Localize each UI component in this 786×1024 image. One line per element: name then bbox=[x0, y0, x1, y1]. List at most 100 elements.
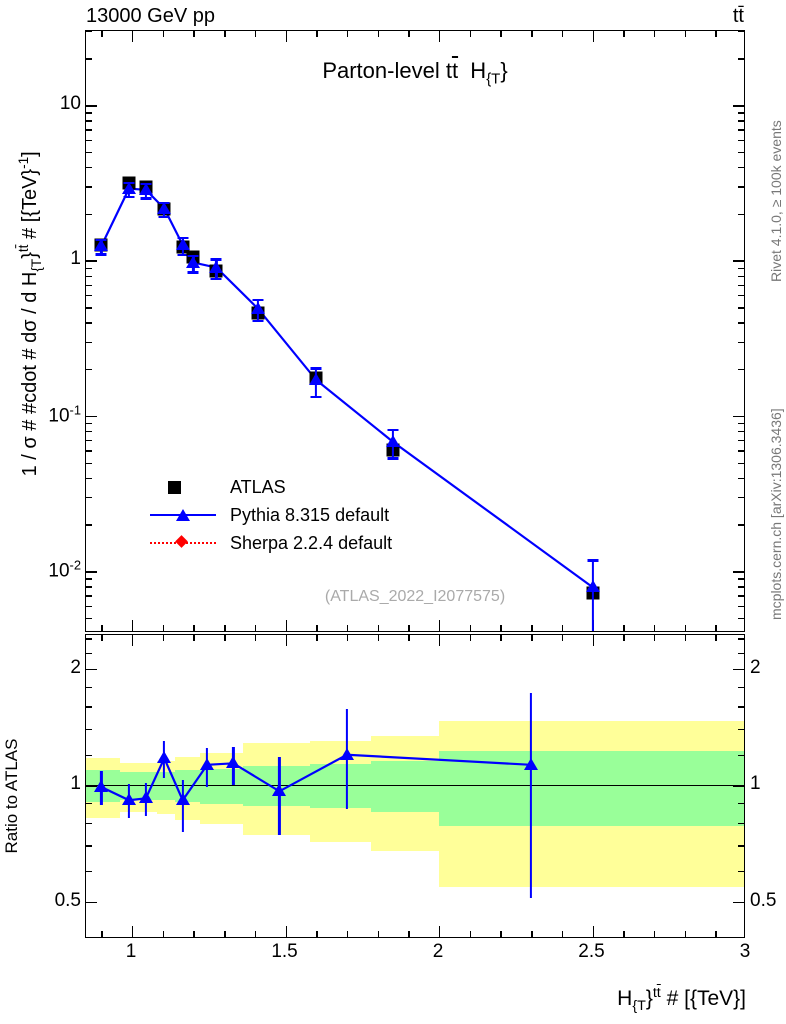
ratio-y-tick bbox=[86, 686, 92, 689]
y-tick bbox=[738, 462, 744, 464]
x-tick-label: 2.5 bbox=[578, 941, 605, 962]
y-tick bbox=[86, 422, 92, 425]
pythia-data-point bbox=[175, 237, 190, 250]
main-plot-area bbox=[86, 31, 744, 631]
ratio-data-point bbox=[339, 747, 354, 760]
y-tick bbox=[733, 415, 744, 418]
ratio-y-tick bbox=[86, 845, 92, 847]
legend: ATLAS Pythia 8.315 default Sherpa 2.2.4 … bbox=[150, 473, 392, 557]
y-tick bbox=[86, 120, 92, 122]
x-tick bbox=[531, 931, 533, 937]
ratio-data-point bbox=[157, 751, 172, 764]
y-tick bbox=[738, 605, 744, 608]
header-collision-energy: 13000 GeV pp bbox=[86, 5, 215, 27]
x-tick bbox=[101, 635, 103, 641]
y-tick bbox=[86, 213, 92, 216]
pythia-error-cap bbox=[387, 457, 399, 460]
y-tick bbox=[86, 307, 92, 309]
y-tick bbox=[738, 617, 744, 620]
pythia-data-point bbox=[209, 260, 224, 273]
ratio-y-tick-label: 1 bbox=[70, 773, 81, 795]
y-tick bbox=[86, 129, 92, 131]
y-tick bbox=[733, 105, 744, 107]
y-tick bbox=[86, 322, 92, 324]
main-plot-panel bbox=[85, 30, 745, 632]
y-tick bbox=[738, 439, 744, 442]
x-tick bbox=[408, 625, 410, 631]
x-tick bbox=[653, 625, 656, 631]
x-tick bbox=[469, 625, 472, 631]
x-tick-label: 2 bbox=[432, 941, 444, 962]
y-tick bbox=[86, 166, 92, 169]
y-tick bbox=[738, 166, 744, 169]
ratio-y-tick-label: 0.5 bbox=[54, 889, 81, 911]
x-tick bbox=[101, 31, 103, 37]
ratio-y-tick bbox=[738, 728, 744, 731]
y-tick bbox=[738, 213, 744, 216]
pythia-data-point bbox=[94, 238, 109, 251]
y-tick bbox=[738, 151, 744, 154]
y-tick bbox=[738, 275, 744, 277]
pythia-data-point bbox=[250, 301, 265, 314]
x-tick bbox=[684, 635, 686, 641]
x-tick bbox=[285, 31, 287, 42]
ratio-y-tick bbox=[86, 802, 92, 805]
x-tick bbox=[316, 625, 318, 631]
y-tick bbox=[86, 284, 92, 286]
pythia-data-point bbox=[585, 580, 600, 593]
y-tick bbox=[86, 415, 97, 418]
x-tick bbox=[715, 31, 717, 37]
ratio-plot-panel bbox=[85, 634, 745, 938]
y-tick bbox=[738, 497, 744, 499]
ratio-data-point bbox=[94, 780, 109, 793]
ratio-y-tick bbox=[733, 669, 744, 671]
x-tick bbox=[439, 635, 441, 646]
x-tick bbox=[316, 931, 318, 937]
pythia-error-cap bbox=[123, 196, 135, 199]
y-tick bbox=[86, 571, 97, 573]
ratio-y-tick bbox=[733, 901, 744, 903]
x-tick bbox=[346, 625, 349, 631]
x-tick bbox=[469, 635, 472, 641]
pythia-error-bar bbox=[591, 559, 594, 631]
y-tick bbox=[738, 322, 744, 324]
legend-entry-sherpa[interactable]: Sherpa 2.2.4 default bbox=[150, 529, 392, 557]
pythia-error-cap bbox=[387, 429, 399, 432]
pythia-error-cap bbox=[587, 559, 598, 562]
legend-label-sherpa: Sherpa 2.2.4 default bbox=[230, 532, 393, 553]
x-tick bbox=[561, 635, 564, 641]
ratio-y-tick bbox=[738, 802, 744, 805]
blue-triangle-line-icon bbox=[150, 505, 216, 525]
pythia-error-cap bbox=[310, 367, 322, 370]
pythia-error-cap bbox=[252, 319, 264, 322]
x-tick bbox=[592, 635, 594, 646]
pythia-data-point bbox=[138, 182, 153, 195]
ratio-y-tick bbox=[86, 901, 97, 903]
x-tick bbox=[653, 931, 656, 937]
x-tick bbox=[592, 31, 594, 42]
legend-entry-atlas[interactable]: ATLAS bbox=[150, 473, 392, 501]
x-tick bbox=[623, 31, 625, 37]
y-tick bbox=[86, 605, 92, 608]
x-tick bbox=[531, 635, 533, 641]
x-tick bbox=[132, 620, 134, 631]
x-tick bbox=[224, 625, 226, 631]
y-tick bbox=[86, 586, 92, 588]
x-tick bbox=[162, 931, 165, 937]
y-tick bbox=[738, 129, 744, 131]
legend-entry-pythia[interactable]: Pythia 8.315 default bbox=[150, 501, 392, 529]
x-tick bbox=[715, 625, 717, 631]
pythia-error-cap bbox=[158, 215, 170, 218]
x-tick-label: 1 bbox=[125, 941, 137, 962]
pythia-error-cap bbox=[177, 236, 189, 239]
header-process-label: tt̄ bbox=[732, 5, 744, 27]
pythia-data-point bbox=[121, 181, 136, 194]
pythia-error-cap bbox=[210, 258, 222, 261]
y-tick bbox=[738, 139, 744, 141]
x-tick bbox=[193, 31, 195, 37]
x-tick bbox=[500, 625, 502, 631]
x-tick bbox=[162, 635, 165, 641]
y-tick bbox=[86, 275, 92, 277]
ratio-y-tick bbox=[86, 870, 92, 873]
x-tick bbox=[561, 31, 564, 37]
